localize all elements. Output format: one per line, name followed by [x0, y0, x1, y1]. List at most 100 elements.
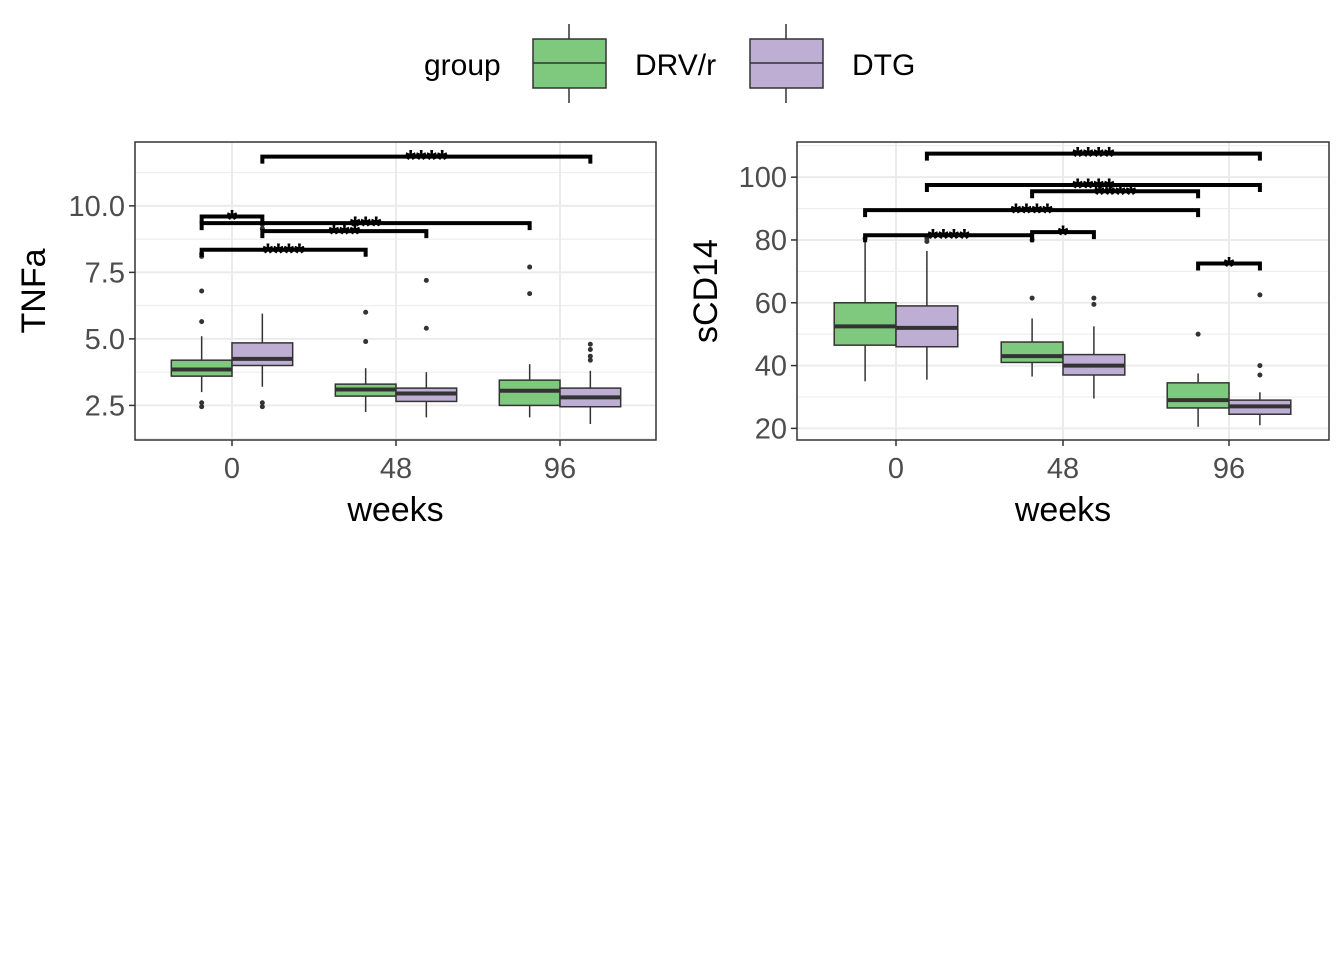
panel-border — [796, 141, 1330, 441]
x-axis-title: weeks — [346, 491, 443, 529]
legend-label: DTG — [852, 49, 915, 82]
outlier-point — [199, 319, 205, 325]
significance-label: **** — [1072, 173, 1115, 203]
box-iqr — [231, 342, 294, 367]
y-tick-label: 2.5 — [85, 390, 125, 422]
outlier-point — [423, 325, 429, 331]
significance-label: * — [1224, 252, 1235, 282]
outlier-point — [1257, 292, 1263, 298]
y-tick-label: 60 — [755, 288, 787, 320]
significance-label: * — [1058, 220, 1069, 250]
x-tick-label: 0 — [888, 453, 904, 485]
bracket-line — [1030, 189, 1201, 199]
significance-bracket: * — [1030, 220, 1096, 250]
box-dtg-week-0 — [895, 235, 959, 380]
legend-items: DRV/r DTG — [532, 24, 915, 103]
box-dtg-week-0 — [231, 221, 294, 410]
box-iqr — [1000, 341, 1064, 364]
outlier-point — [199, 404, 205, 410]
box-dtg-week-48 — [1062, 295, 1126, 399]
bracket-line — [1030, 230, 1096, 240]
legend-title: group — [424, 49, 501, 82]
outlier-point — [587, 341, 593, 347]
box-dtg-week-96 — [559, 341, 622, 425]
significance-bracket: * — [1196, 252, 1262, 282]
outlier-point — [1257, 363, 1263, 369]
x-tick-label: 96 — [1213, 453, 1245, 485]
y-tick-label: 100 — [739, 162, 787, 194]
panels: 2.55.07.510.00 48 96***************weeksTN… — [15, 141, 1330, 529]
y-tick-label: 80 — [755, 225, 787, 257]
outlier-point — [1029, 295, 1035, 301]
box-iqr — [1166, 382, 1230, 409]
panel-0: 2.55.07.510.00 48 96***************weeksTN… — [15, 141, 657, 529]
outlier-point — [363, 339, 369, 345]
outlier-point — [587, 347, 593, 353]
x-tick-label: 48 — [1047, 453, 1079, 485]
significance-label: **** — [928, 223, 971, 253]
significance-label: **** — [1094, 179, 1137, 209]
outlier-point — [363, 309, 369, 315]
box-dtg-week-96 — [1228, 292, 1292, 426]
box-iqr — [833, 302, 897, 346]
x-tick-label: 0 — [224, 453, 240, 485]
outlier-point — [527, 291, 533, 297]
outlier-point — [1091, 295, 1097, 301]
significance-label: **** — [405, 145, 448, 175]
outlier-point — [259, 404, 265, 410]
bracket-line — [199, 221, 532, 231]
outlier-point — [527, 264, 533, 270]
y-axis-title: sCD14 — [687, 239, 725, 343]
legend-item-1: DTG — [749, 24, 915, 103]
y-tick-label: 40 — [755, 351, 787, 383]
x-tick-label: 48 — [380, 453, 412, 485]
significance-label: **** — [1011, 198, 1054, 228]
significance-bracket: **** — [924, 173, 1262, 203]
significance-brackets: **** ****************** — [863, 142, 1262, 282]
x-axis-title: weeks — [1014, 491, 1111, 529]
legend: group DRV/r DTG — [424, 24, 915, 103]
x-tick-label: 96 — [544, 453, 576, 485]
bracket-line — [199, 247, 368, 257]
bracket-line — [199, 214, 265, 224]
bracket-line — [924, 183, 1262, 193]
panel-border — [134, 141, 657, 441]
y-tick-label: 10.0 — [69, 191, 125, 223]
significance-brackets: *************** — [199, 145, 593, 268]
outlier-point — [1257, 372, 1263, 378]
box-dtg-week-48 — [395, 277, 458, 418]
significance-bracket: *** — [199, 211, 532, 241]
box-drvr-week-0 — [833, 235, 897, 382]
significance-label: *** — [350, 211, 382, 241]
legend-label: DRV/r — [635, 49, 716, 82]
outlier-point — [587, 353, 593, 359]
box-drvr-week-48 — [1000, 237, 1064, 377]
significance-bracket: **** — [1030, 179, 1201, 209]
bracket-line — [1196, 261, 1262, 271]
legend-item-0: DRV/r — [532, 24, 716, 103]
outlier-point — [259, 400, 265, 406]
y-tick-label: 7.5 — [85, 257, 125, 289]
significance-bracket: * — [199, 205, 265, 235]
significance-bracket: **** — [924, 142, 1262, 172]
outlier-point — [199, 400, 205, 406]
significance-bracket: **** — [199, 238, 368, 268]
y-tick-label: 20 — [755, 413, 787, 445]
outlier-point — [423, 277, 429, 283]
bracket-line — [260, 154, 593, 164]
significance-label: **** — [1072, 142, 1115, 172]
box-drvr-week-96 — [1166, 331, 1230, 427]
significance-label: **** — [263, 238, 306, 268]
bracket-line — [260, 229, 429, 239]
bracket-line — [863, 208, 1201, 218]
significance-label: * — [227, 205, 238, 235]
y-tick-label: 5.0 — [85, 324, 125, 356]
significance-bracket: **** — [260, 145, 593, 175]
y-axis-title: TNFa — [15, 248, 53, 333]
bracket-line — [924, 151, 1262, 161]
significance-bracket: **** — [863, 198, 1201, 228]
outlier-point — [199, 288, 205, 294]
outlier-point — [587, 357, 593, 363]
